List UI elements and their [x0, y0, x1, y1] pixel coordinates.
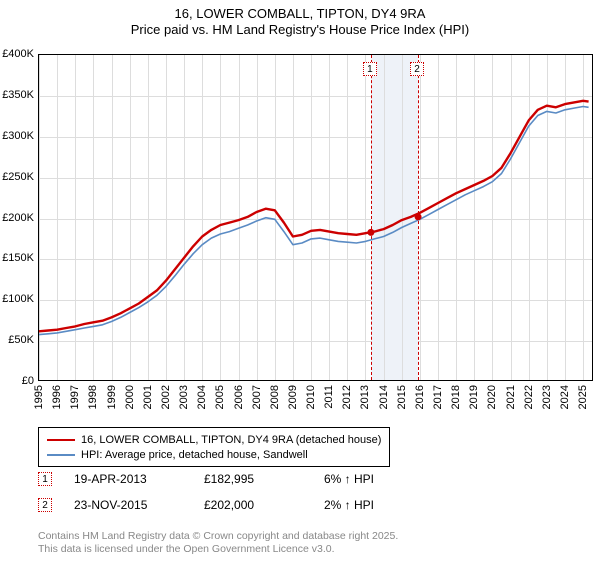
x-axis-tick-label: 1997 [69, 385, 81, 409]
x-axis-tick-label: 2022 [523, 385, 535, 409]
legend-label: 16, LOWER COMBALL, TIPTON, DY4 9RA (deta… [81, 434, 381, 446]
x-axis-tick-label: 2008 [269, 385, 281, 409]
y-axis-tick-label: £0 [0, 375, 34, 387]
legend-item: HPI: Average price, detached house, Sand… [47, 447, 381, 462]
x-axis-tick-label: 1998 [87, 385, 99, 409]
sale-point [367, 229, 374, 236]
y-axis-tick-label: £250K [0, 171, 34, 183]
footer-line1: Contains HM Land Registry data © Crown c… [38, 530, 398, 543]
y-axis-tick-label: £100K [0, 293, 34, 305]
sale-point [415, 213, 422, 220]
x-axis-tick-label: 2017 [432, 385, 444, 409]
x-axis-tick-label: 2007 [251, 385, 263, 409]
legend: 16, LOWER COMBALL, TIPTON, DY4 9RA (deta… [38, 427, 390, 467]
x-axis-tick-label: 2015 [396, 385, 408, 409]
sale-marker: 1 [38, 472, 52, 486]
sale-marker: 2 [38, 498, 52, 512]
y-axis-tick-label: £200K [0, 212, 34, 224]
series-line [39, 101, 589, 331]
sale-delta: 2% ↑ HPI [324, 498, 374, 512]
chart-title-line1: 16, LOWER COMBALL, TIPTON, DY4 9RA [0, 6, 600, 21]
legend-swatch [47, 439, 75, 441]
x-axis-tick-label: 2024 [559, 385, 571, 409]
sale-price: £202,000 [204, 498, 324, 512]
x-axis-tick-label: 2025 [577, 385, 589, 409]
footer-attribution: Contains HM Land Registry data © Crown c… [38, 530, 398, 556]
x-axis-tick-label: 2021 [505, 385, 517, 409]
x-axis-tick-label: 2013 [359, 385, 371, 409]
x-axis-tick-label: 2005 [214, 385, 226, 409]
sale-delta: 6% ↑ HPI [324, 472, 374, 486]
x-axis-tick-label: 2003 [178, 385, 190, 409]
chart-title-line2: Price paid vs. HM Land Registry's House … [0, 22, 600, 37]
x-axis-tick-label: 1999 [106, 385, 118, 409]
legend-item: 16, LOWER COMBALL, TIPTON, DY4 9RA (deta… [47, 432, 381, 447]
x-axis-tick-label: 2014 [378, 385, 390, 409]
x-axis-tick-label: 2009 [287, 385, 299, 409]
x-axis-tick-label: 2006 [233, 385, 245, 409]
event-marker: 2 [410, 62, 424, 76]
y-axis-tick-label: £50K [0, 334, 34, 346]
y-axis-tick-label: £300K [0, 130, 34, 142]
chart-svg [39, 55, 594, 382]
x-axis-tick-label: 2002 [160, 385, 172, 409]
sale-price: £182,995 [204, 472, 324, 486]
x-axis-tick-label: 2012 [341, 385, 353, 409]
x-axis-tick-label: 2023 [541, 385, 553, 409]
x-axis-tick-label: 2016 [414, 385, 426, 409]
x-axis-tick-label: 2004 [196, 385, 208, 409]
x-axis-tick-label: 2000 [124, 385, 136, 409]
chart-plot-area [38, 54, 593, 381]
sale-row: 1 19-APR-2013£182,9956% ↑ HPI [38, 472, 374, 486]
x-axis-tick-label: 2011 [323, 385, 335, 409]
x-axis-tick-label: 1995 [33, 385, 45, 409]
y-axis-tick-label: £150K [0, 252, 34, 264]
event-marker: 1 [363, 62, 377, 76]
x-axis-tick-label: 1996 [51, 385, 63, 409]
y-axis-tick-label: £400K [0, 48, 34, 60]
legend-swatch [47, 454, 75, 456]
sale-date: 23-NOV-2015 [74, 498, 204, 512]
series-line [39, 107, 589, 335]
x-axis-tick-label: 2018 [450, 385, 462, 409]
x-axis-tick-label: 2010 [305, 385, 317, 409]
footer-line2: This data is licensed under the Open Gov… [38, 543, 398, 556]
sale-row: 2 23-NOV-2015£202,0002% ↑ HPI [38, 498, 374, 512]
sale-date: 19-APR-2013 [74, 472, 204, 486]
x-axis-tick-label: 2020 [486, 385, 498, 409]
legend-label: HPI: Average price, detached house, Sand… [81, 449, 308, 461]
y-axis-tick-label: £350K [0, 89, 34, 101]
x-axis-tick-label: 2019 [468, 385, 480, 409]
x-axis-tick-label: 2001 [142, 385, 154, 409]
